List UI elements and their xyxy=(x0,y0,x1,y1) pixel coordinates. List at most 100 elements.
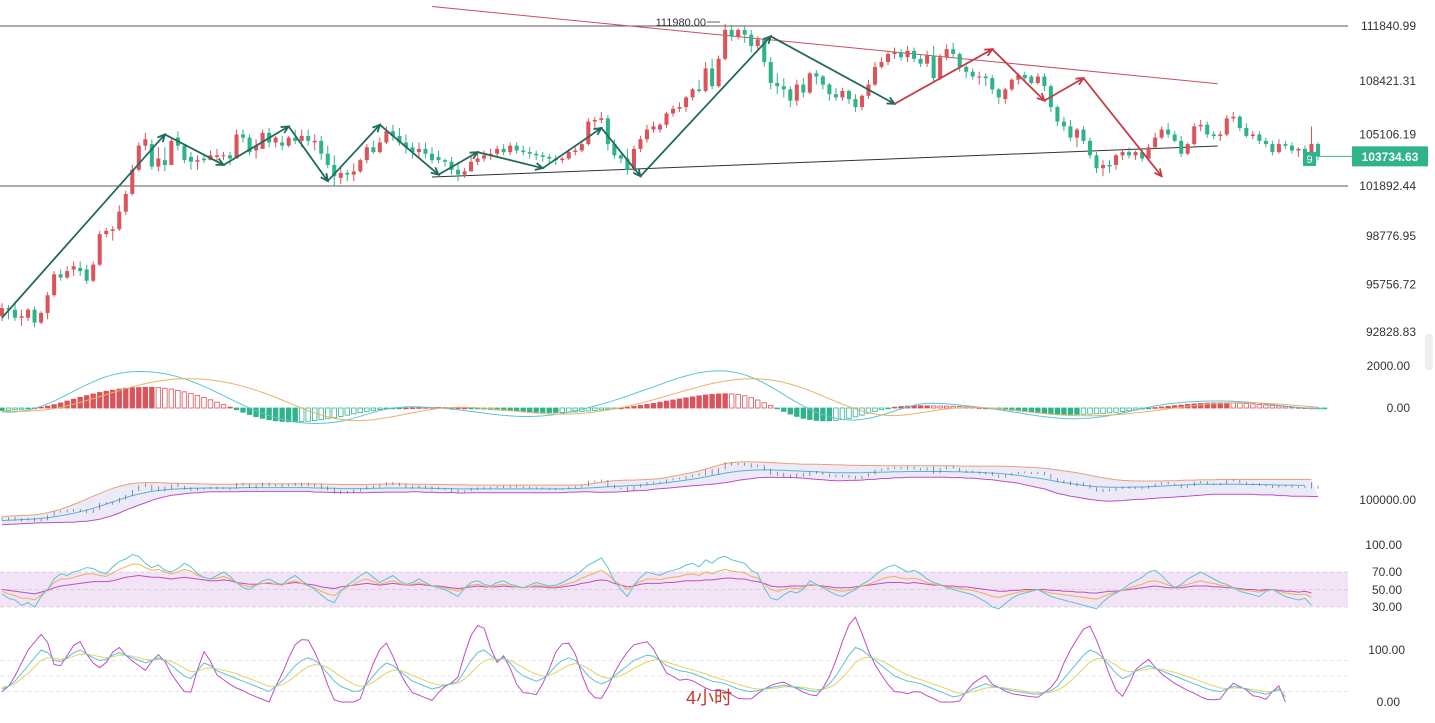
candle[interactable] xyxy=(1263,137,1268,148)
candle[interactable] xyxy=(1244,123,1249,138)
candle[interactable] xyxy=(521,145,526,156)
candle[interactable] xyxy=(423,142,428,159)
candle[interactable] xyxy=(71,261,76,276)
candle[interactable] xyxy=(1074,127,1079,148)
candle[interactable] xyxy=(1159,126,1164,140)
candle[interactable] xyxy=(807,71,812,95)
candle[interactable] xyxy=(371,140,376,154)
candle[interactable] xyxy=(312,134,317,151)
candle[interactable] xyxy=(912,47,917,63)
candle[interactable] xyxy=(169,137,174,165)
kdj-panel[interactable] xyxy=(0,616,1348,703)
candle[interactable] xyxy=(58,269,63,281)
candle[interactable] xyxy=(410,142,415,159)
candle[interactable] xyxy=(729,25,734,42)
candle[interactable] xyxy=(625,148,630,175)
candle[interactable] xyxy=(1257,131,1262,145)
candle[interactable] xyxy=(944,44,949,61)
candle[interactable] xyxy=(560,156,565,164)
candle[interactable] xyxy=(1127,147,1132,159)
candle[interactable] xyxy=(671,105,676,117)
candle[interactable] xyxy=(1231,111,1236,122)
candle[interactable] xyxy=(442,158,448,167)
candle[interactable] xyxy=(1185,142,1190,156)
candle[interactable] xyxy=(573,147,578,156)
candle[interactable] xyxy=(1289,142,1294,154)
candle[interactable] xyxy=(983,73,988,87)
candle[interactable] xyxy=(143,132,148,151)
candle[interactable] xyxy=(527,147,532,159)
candle[interactable] xyxy=(39,311,44,325)
candle[interactable] xyxy=(247,134,252,156)
candle[interactable] xyxy=(996,87,1001,104)
candle[interactable] xyxy=(228,152,233,165)
candle[interactable] xyxy=(618,153,623,164)
candle[interactable] xyxy=(416,142,421,157)
candle[interactable] xyxy=(657,123,663,133)
candle[interactable] xyxy=(1081,126,1086,145)
candle[interactable] xyxy=(872,62,878,87)
candle[interactable] xyxy=(26,308,31,321)
rsi-panel[interactable] xyxy=(0,553,1348,610)
candle[interactable] xyxy=(156,147,161,172)
candle[interactable] xyxy=(638,136,643,153)
candle[interactable] xyxy=(899,49,904,61)
candle[interactable] xyxy=(377,137,382,154)
candle[interactable] xyxy=(117,205,122,231)
candle[interactable] xyxy=(775,73,780,95)
candle[interactable] xyxy=(162,147,167,172)
candle[interactable] xyxy=(13,301,18,321)
candle[interactable] xyxy=(1133,150,1138,161)
candle[interactable] xyxy=(1296,147,1301,157)
candle[interactable] xyxy=(833,87,838,101)
candle[interactable] xyxy=(273,136,278,148)
candle[interactable] xyxy=(970,68,975,80)
candle[interactable] xyxy=(104,227,109,238)
candle[interactable] xyxy=(794,79,799,106)
candle[interactable] xyxy=(964,65,969,79)
candle[interactable] xyxy=(540,152,545,162)
candle[interactable] xyxy=(957,52,962,72)
candle[interactable] xyxy=(1179,136,1184,157)
candle[interactable] xyxy=(644,124,649,143)
candle[interactable] xyxy=(534,150,539,161)
candle[interactable] xyxy=(1055,105,1060,127)
candle[interactable] xyxy=(820,74,825,90)
candle[interactable] xyxy=(110,226,115,241)
candle[interactable] xyxy=(1211,131,1216,140)
candle[interactable] xyxy=(938,53,943,80)
candle[interactable] xyxy=(703,62,708,93)
candle[interactable] xyxy=(1061,116,1066,132)
candle[interactable] xyxy=(397,127,402,146)
candle[interactable] xyxy=(723,23,728,61)
candle[interactable] xyxy=(19,309,24,326)
candle[interactable] xyxy=(221,152,226,161)
candle[interactable] xyxy=(364,144,369,164)
candle[interactable] xyxy=(1107,160,1112,174)
candle[interactable] xyxy=(1120,148,1125,161)
candle[interactable] xyxy=(286,136,291,148)
candle[interactable] xyxy=(45,292,50,320)
candle[interactable] xyxy=(188,152,193,170)
candle[interactable] xyxy=(1224,115,1229,137)
candle[interactable] xyxy=(749,29,754,53)
candle[interactable] xyxy=(879,57,884,69)
candle[interactable] xyxy=(482,150,487,162)
candle[interactable] xyxy=(97,230,102,267)
candle[interactable] xyxy=(918,53,923,67)
candle[interactable] xyxy=(338,166,343,185)
candle[interactable] xyxy=(586,118,591,146)
candle[interactable] xyxy=(254,139,259,159)
candle[interactable] xyxy=(736,28,741,40)
candle[interactable] xyxy=(977,71,982,85)
candle[interactable] xyxy=(280,136,285,151)
candle[interactable] xyxy=(345,169,350,182)
candle[interactable] xyxy=(84,264,89,284)
candle[interactable] xyxy=(475,152,480,165)
candle[interactable] xyxy=(990,74,995,95)
price-panel[interactable]: 111980.00 9 xyxy=(0,6,1348,328)
bollinger-panel[interactable] xyxy=(1,461,1319,526)
macd-panel[interactable] xyxy=(0,370,1328,425)
candle[interactable] xyxy=(1003,87,1008,104)
